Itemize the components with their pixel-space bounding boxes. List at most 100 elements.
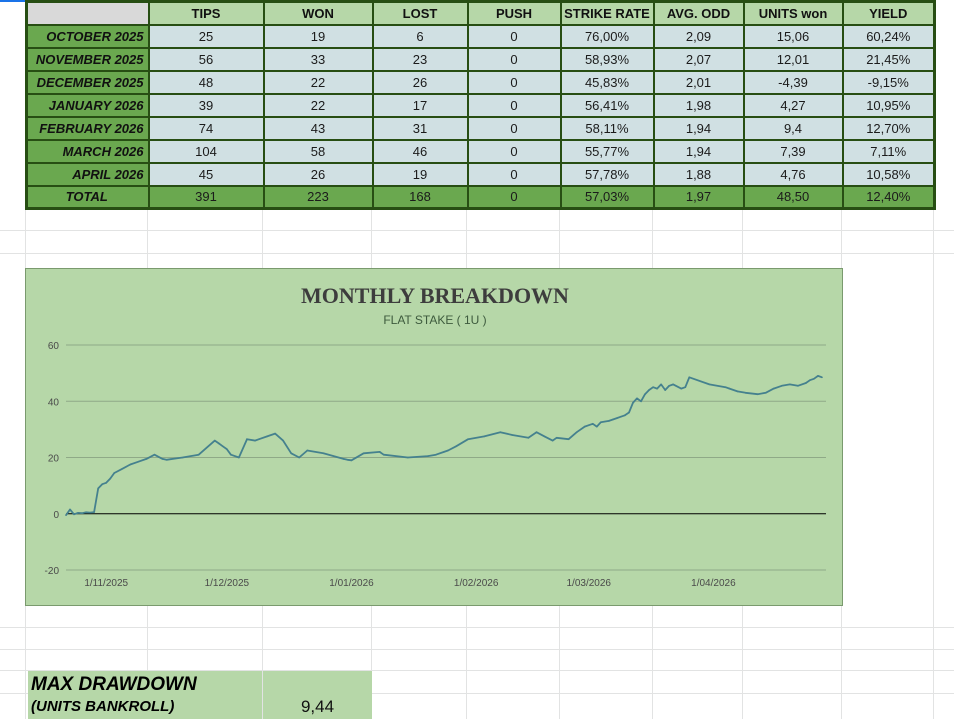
cell-strike-rate[interactable]: 58,93% (559, 46, 655, 72)
cell-tips[interactable]: 39 (147, 92, 265, 118)
cell-tips[interactable]: 48 (147, 69, 265, 95)
header-cell-lost[interactable]: LOST (371, 0, 469, 26)
cell-units-won[interactable]: 4,27 (742, 92, 844, 118)
row-month-cell[interactable]: OCTOBER 2025 (25, 23, 150, 49)
cell-units-won[interactable]: 9,4 (742, 115, 844, 141)
cell-avg-odd[interactable]: 1,88 (652, 161, 745, 187)
grid-row-line (0, 670, 954, 671)
total-avg-odd[interactable]: 1,97 (652, 184, 745, 210)
total-won[interactable]: 223 (262, 184, 374, 210)
row-month-cell[interactable]: MARCH 2026 (25, 138, 150, 164)
data-point (161, 458, 164, 460)
cell-units-won[interactable]: 7,39 (742, 138, 844, 164)
total-strike-rate[interactable]: 57,03% (559, 184, 655, 210)
cell-yield[interactable]: 21,45% (841, 46, 936, 72)
row-month-cell[interactable]: NOVEMBER 2025 (25, 46, 150, 72)
cell-push[interactable]: 0 (466, 115, 562, 141)
header-cell-strike-rate[interactable]: STRIKE RATE (559, 0, 655, 26)
cell-avg-odd[interactable]: 2,01 (652, 69, 745, 95)
monthly-breakdown-chart[interactable]: 60 40 20 0 -20 1/11/2025 1/12/2025 1/01/2026 1/0… (25, 268, 843, 606)
total-push[interactable]: 0 (466, 184, 562, 210)
cell-units-won[interactable]: 12,01 (742, 46, 844, 72)
data-point (258, 438, 260, 441)
cell-yield[interactable]: 7,11% (841, 138, 936, 164)
header-cell-yield[interactable]: YIELD (841, 0, 936, 26)
data-point (660, 383, 662, 386)
total-yield[interactable]: 12,40% (841, 184, 936, 210)
cell-yield[interactable]: 10,95% (841, 92, 936, 118)
cell-push[interactable]: 0 (466, 161, 562, 187)
cell-yield[interactable]: -9,15% (841, 69, 936, 95)
cell-won[interactable]: 58 (262, 138, 374, 164)
cell-won[interactable]: 26 (262, 161, 374, 187)
data-point (652, 386, 654, 388)
x-tick-label: 1/12/2025 (205, 578, 250, 589)
cell-won[interactable]: 22 (262, 69, 374, 95)
cell-yield[interactable]: 60,24% (841, 23, 936, 49)
cell-won[interactable]: 43 (262, 115, 374, 141)
cell-tips[interactable]: 25 (147, 23, 265, 49)
data-point (137, 460, 140, 463)
total-lost[interactable]: 168 (371, 184, 469, 210)
cell-tips[interactable]: 56 (147, 46, 265, 72)
row-month-cell[interactable]: JANUARY 2026 (25, 92, 150, 118)
cell-lost[interactable]: 23 (371, 46, 469, 72)
cell-lost[interactable]: 31 (371, 115, 469, 141)
cell-lost[interactable]: 19 (371, 161, 469, 187)
total-tips[interactable]: 391 (147, 184, 265, 210)
row-month-cell[interactable]: DECEMBER 2025 (25, 69, 150, 95)
cell-push[interactable]: 0 (466, 69, 562, 95)
cell-lost[interactable]: 6 (371, 23, 469, 49)
cell-won[interactable]: 19 (262, 23, 374, 49)
y-tick-label: 40 (48, 397, 60, 408)
cell-avg-odd[interactable]: 2,09 (652, 23, 745, 49)
cell-lost[interactable]: 46 (371, 138, 469, 164)
cell-units-won[interactable]: -4,39 (742, 69, 844, 95)
header-cell-units-won[interactable]: UNITS won (742, 0, 844, 26)
cell-lost[interactable]: 17 (371, 92, 469, 118)
cell-avg-odd[interactable]: 2,07 (652, 46, 745, 72)
cell-push[interactable]: 0 (466, 92, 562, 118)
x-tick-label: 1/01/2026 (329, 578, 374, 589)
cell-avg-odd[interactable]: 1,94 (652, 138, 745, 164)
y-tick-label: 20 (48, 454, 60, 465)
header-cell-blank[interactable] (25, 0, 150, 26)
total-units-won[interactable]: 48,50 (742, 184, 844, 210)
cell-strike-rate[interactable]: 58,11% (559, 115, 655, 141)
data-point (640, 400, 642, 403)
header-cell-avg-odd[interactable]: AVG. ODD (652, 0, 745, 26)
cell-units-won[interactable]: 4,76 (742, 161, 844, 187)
data-point (797, 384, 799, 387)
cell-tips[interactable]: 74 (147, 115, 265, 141)
cell-tips[interactable]: 104 (147, 138, 265, 164)
max-drawdown-label-cell[interactable]: MAX DRAWDOWN (UNITS BANKROLL) (28, 671, 262, 719)
max-drawdown-value-cell[interactable]: 9,44 (263, 671, 372, 719)
cell-strike-rate[interactable]: 55,77% (559, 138, 655, 164)
cell-avg-odd[interactable]: 1,94 (652, 115, 745, 141)
row-month-cell[interactable]: APRIL 2026 (25, 161, 150, 187)
total-label-cell[interactable]: TOTAL (25, 184, 150, 210)
cell-won[interactable]: 33 (262, 46, 374, 72)
data-point (624, 414, 626, 417)
cell-push[interactable]: 0 (466, 23, 562, 49)
header-cell-push[interactable]: PUSH (466, 0, 562, 26)
data-point (85, 511, 87, 514)
cell-units-won[interactable]: 15,06 (742, 23, 844, 49)
cell-yield[interactable]: 10,58% (841, 161, 936, 187)
cell-tips[interactable]: 45 (147, 161, 265, 187)
data-point (664, 389, 666, 391)
header-cell-won[interactable]: WON (262, 0, 374, 26)
cell-won[interactable]: 22 (262, 92, 374, 118)
cell-avg-odd[interactable]: 1,98 (652, 92, 745, 118)
cell-push[interactable]: 0 (466, 138, 562, 164)
row-month-cell[interactable]: FEBRUARY 2026 (25, 115, 150, 141)
cell-strike-rate[interactable]: 57,78% (559, 161, 655, 187)
cell-strike-rate[interactable]: 56,41% (559, 92, 655, 118)
grid-row-line (0, 649, 954, 650)
cell-yield[interactable]: 12,70% (841, 115, 936, 141)
cell-strike-rate[interactable]: 76,00% (559, 23, 655, 49)
header-cell-tips[interactable]: TIPS (147, 0, 265, 26)
cell-push[interactable]: 0 (466, 46, 562, 72)
cell-strike-rate[interactable]: 45,83% (559, 69, 655, 95)
cell-lost[interactable]: 26 (371, 69, 469, 95)
